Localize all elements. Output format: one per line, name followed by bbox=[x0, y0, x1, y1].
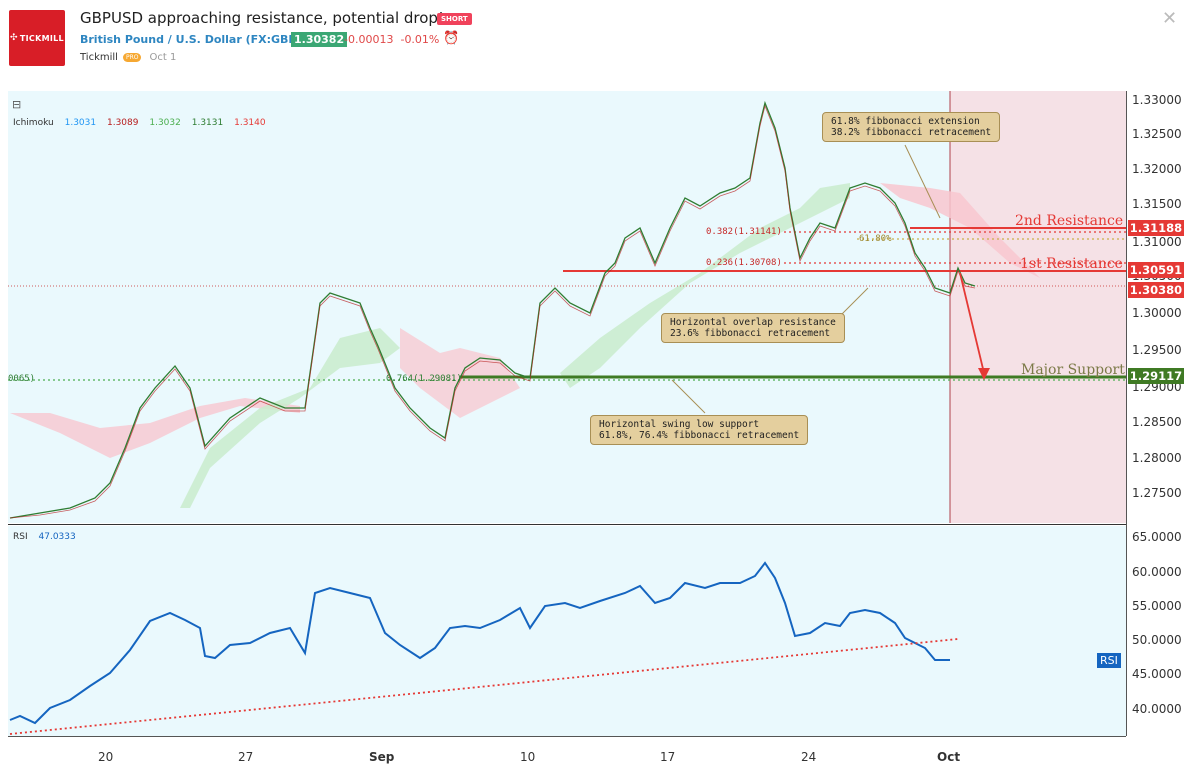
chart-area[interactable]: 1.33000 1.32500 1.32000 1.31500 1.31000 … bbox=[0, 88, 1199, 778]
time-tick: 17 bbox=[660, 750, 675, 764]
rsi-tick: 50.0000 bbox=[1132, 633, 1182, 647]
pointer-swing-low bbox=[671, 379, 706, 414]
ichimoku-cloud-bearish-3 bbox=[880, 183, 1040, 278]
price-tick: 1.32500 bbox=[1132, 127, 1182, 141]
last-price-box: 1.30382 bbox=[291, 32, 348, 47]
logo-mark-icon: ✣ bbox=[10, 33, 18, 43]
author-line: Tickmill PRO Oct 1 bbox=[80, 52, 176, 63]
price-tick: 1.31000 bbox=[1132, 235, 1182, 249]
ichimoku-cloud-bearish-1 bbox=[10, 398, 300, 458]
rsi-tick: 45.0000 bbox=[1132, 667, 1182, 681]
time-tick: 20 bbox=[98, 750, 113, 764]
close-icon[interactable]: ✕ bbox=[1162, 8, 1178, 29]
rsi-legend[interactable]: RSI 47.0333 bbox=[13, 532, 76, 542]
fib-left-label: 0065) bbox=[8, 374, 36, 384]
price-pane[interactable] bbox=[8, 91, 1126, 523]
rsi-trendline bbox=[9, 638, 959, 735]
price-tick: 1.27500 bbox=[1132, 486, 1182, 500]
fib-764-label: 0.764(1.29081) bbox=[386, 374, 462, 384]
ichimoku-cloud-bearish-2 bbox=[400, 328, 520, 418]
first-resistance-label: 1st Resistance bbox=[1020, 256, 1123, 272]
rsi-pane[interactable] bbox=[8, 526, 1126, 736]
annotation-line: 23.6% fibbonacci retracement bbox=[670, 328, 831, 339]
major-support-label: Major Support bbox=[1021, 362, 1125, 378]
rsi-tick: 40.0000 bbox=[1132, 702, 1182, 716]
annotation-overlap-resistance[interactable]: Horizontal overlap resistance 23.6% fibb… bbox=[661, 313, 845, 343]
pointer-fib-extension bbox=[904, 144, 941, 219]
time-tick: Oct bbox=[937, 750, 960, 764]
pointer-overlap bbox=[839, 287, 869, 317]
author-name[interactable]: Tickmill bbox=[80, 52, 118, 63]
ichimoku-value: 1.3089 bbox=[106, 118, 139, 128]
ichimoku-cloud-bullish-2 bbox=[560, 183, 850, 388]
annotation-line: 38.2% fibbonacci retracement bbox=[831, 127, 992, 138]
time-tick: Sep bbox=[369, 750, 395, 764]
instrument-link[interactable]: British Pound / U.S. Dollar (FX:GBPUSD) bbox=[80, 33, 328, 46]
forecast-zone bbox=[950, 91, 1126, 523]
time-tick: 24 bbox=[801, 750, 816, 764]
drop-arrow-head-icon bbox=[978, 368, 990, 380]
short-badge: SHORT bbox=[437, 13, 472, 25]
price-tick: 1.33000 bbox=[1132, 93, 1182, 107]
price-tick: 1.32000 bbox=[1132, 162, 1182, 176]
price-tick: 1.31500 bbox=[1132, 197, 1182, 211]
price-tick: 1.29500 bbox=[1132, 343, 1182, 357]
fib-618-label: 61.80% bbox=[859, 234, 892, 244]
annotation-line: Horizontal swing low support bbox=[599, 419, 760, 430]
time-tick: 27 bbox=[238, 750, 253, 764]
idea-header: ✣ TICKMILL GBPUSD approaching resistance,… bbox=[0, 0, 1199, 88]
chart-svg[interactable]: 1.33000 1.32500 1.32000 1.31500 1.31000 … bbox=[0, 88, 1199, 774]
price-change: -0.00013 -0.01% bbox=[344, 33, 440, 46]
annotation-line: 61.8%, 76.4% fibbonacci retracement bbox=[599, 430, 800, 441]
collapse-legend-icon[interactable]: ⊟ bbox=[12, 98, 22, 111]
price-tick: 1.30000 bbox=[1132, 306, 1182, 320]
ichimoku-legend[interactable]: Ichimoku 1.3031 1.3089 1.3032 1.3131 1.3… bbox=[13, 118, 266, 128]
ichimoku-value: 1.3131 bbox=[191, 118, 224, 128]
annotation-swing-low-support[interactable]: Horizontal swing low support 61.8%, 76.4… bbox=[590, 415, 809, 445]
current-price-tag: 1.30380 bbox=[1128, 282, 1184, 298]
publish-date: Oct 1 bbox=[149, 52, 177, 63]
first-resistance-price-tag: 1.30591 bbox=[1128, 262, 1184, 278]
rsi-tick: 65.0000 bbox=[1132, 530, 1182, 544]
second-resistance-price-tag: 1.31188 bbox=[1128, 220, 1184, 236]
rsi-line bbox=[9, 561, 950, 725]
pro-badge: PRO bbox=[122, 53, 142, 62]
price-path bbox=[9, 100, 976, 519]
price-tick: 1.28000 bbox=[1132, 451, 1182, 465]
idea-title: GBPUSD approaching resistance, potential… bbox=[80, 9, 444, 27]
time-axis[interactable]: 20 27 Sep 10 17 24 Oct bbox=[98, 750, 960, 764]
fib-236-label: 0.236(1.30708) bbox=[706, 258, 782, 268]
annotation-fib-extension[interactable]: 61.8% fibbonacci extension 38.2% fibbona… bbox=[822, 112, 1001, 142]
rsi-value: 47.0333 bbox=[38, 532, 76, 542]
rsi-tag[interactable]: RSI bbox=[1097, 653, 1121, 668]
rsi-tick: 60.0000 bbox=[1132, 565, 1182, 579]
annotation-line: 61.8% fibbonacci extension bbox=[831, 116, 980, 127]
price-tick: 1.28500 bbox=[1132, 415, 1182, 429]
fib-382-label: 0.382(1.31141) bbox=[706, 227, 782, 237]
ichimoku-value: 1.3032 bbox=[149, 118, 181, 128]
annotation-line: Horizontal overlap resistance bbox=[670, 317, 836, 328]
tickmill-logo[interactable]: ✣ TICKMILL bbox=[9, 10, 65, 66]
price-path-shadow bbox=[9, 104, 976, 519]
second-resistance-label: 2nd Resistance bbox=[1015, 213, 1124, 229]
time-tick: 10 bbox=[520, 750, 535, 764]
rsi-tick: 55.0000 bbox=[1132, 599, 1182, 613]
ichimoku-value: 1.3140 bbox=[234, 118, 266, 128]
alarm-clock-icon[interactable]: ⏰ bbox=[443, 31, 460, 46]
drop-arrow bbox=[959, 272, 985, 374]
rsi-axis[interactable]: 65.0000 60.0000 55.0000 50.0000 45.0000 … bbox=[1132, 530, 1182, 716]
ichimoku-value: 1.3031 bbox=[64, 118, 97, 128]
major-support-price-tag: 1.29117 bbox=[1128, 368, 1184, 384]
